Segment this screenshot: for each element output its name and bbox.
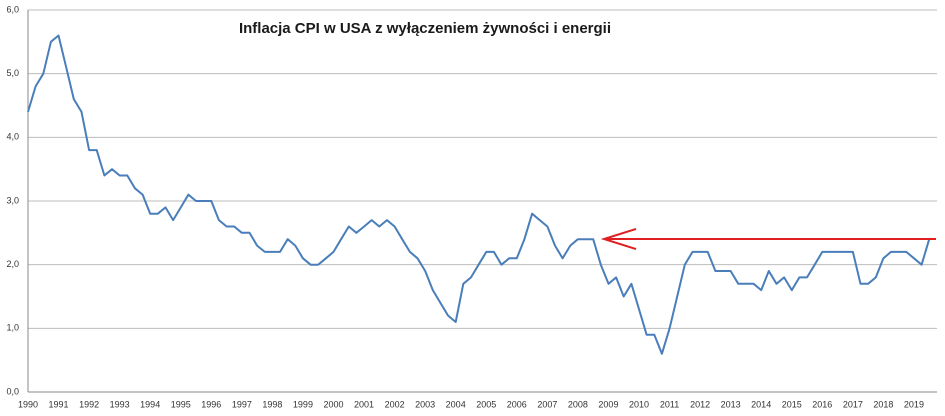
arrow-head bbox=[600, 228, 637, 250]
x-tick-label: 2011 bbox=[660, 399, 679, 409]
x-tick-label: 2000 bbox=[323, 399, 343, 409]
x-tick-label: 2019 bbox=[904, 399, 924, 409]
x-tick-label: 1995 bbox=[171, 399, 191, 409]
x-tick-label: 2018 bbox=[873, 399, 893, 409]
x-tick-label: 1998 bbox=[262, 399, 282, 409]
x-tick-label: 1992 bbox=[79, 399, 99, 409]
x-tick-label: 2002 bbox=[385, 399, 405, 409]
x-tick-label: 1993 bbox=[110, 399, 130, 409]
y-tick-label: 4,0 bbox=[6, 132, 19, 142]
y-tick-label: 1,0 bbox=[6, 323, 19, 333]
x-tick-label: 2013 bbox=[721, 399, 741, 409]
x-tick-label: 1991 bbox=[49, 399, 69, 409]
x-tick-label: 2009 bbox=[598, 399, 618, 409]
chart-title: Inflacja CPI w USA z wyłączeniem żywnośc… bbox=[239, 20, 611, 37]
x-tick-label: 2010 bbox=[629, 399, 649, 409]
x-tick-label: 2015 bbox=[782, 399, 802, 409]
y-tick-label: 2,0 bbox=[6, 259, 19, 269]
y-tick-label: 3,0 bbox=[6, 195, 19, 205]
x-tick-label: 2017 bbox=[843, 399, 863, 409]
x-tick-label: 2007 bbox=[537, 399, 557, 409]
x-tick-label: 2008 bbox=[568, 399, 588, 409]
x-tick-label: 1999 bbox=[293, 399, 313, 409]
y-tick-label: 6,0 bbox=[6, 4, 19, 14]
x-tick-label: 2004 bbox=[446, 399, 466, 409]
y-tick-label: 5,0 bbox=[6, 68, 19, 78]
x-tick-label: 2003 bbox=[415, 399, 435, 409]
x-tick-label: 1990 bbox=[18, 399, 38, 409]
data-line bbox=[27, 34, 931, 355]
x-tick-label: 2001 bbox=[354, 399, 374, 409]
x-tick-label: 1996 bbox=[201, 399, 221, 409]
y-tick-label: 0,0 bbox=[6, 386, 19, 396]
x-tick-label: 2006 bbox=[507, 399, 527, 409]
x-tick-label: 2012 bbox=[690, 399, 710, 409]
x-tick-label: 2005 bbox=[476, 399, 496, 409]
x-tick-label: 1994 bbox=[140, 399, 160, 409]
x-tick-label: 1997 bbox=[232, 399, 252, 409]
x-tick-label: 2016 bbox=[812, 399, 832, 409]
x-tick-label: 2014 bbox=[751, 399, 771, 409]
